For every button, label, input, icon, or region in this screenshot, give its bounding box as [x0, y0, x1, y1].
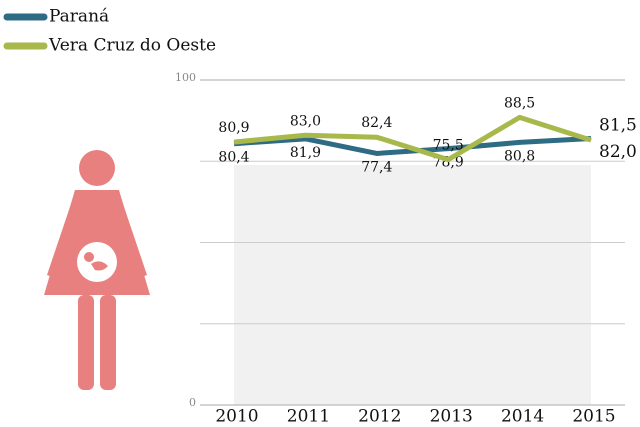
data-label: 82,0 — [599, 142, 637, 162]
data-label: 80,4 — [218, 150, 249, 166]
x-tick-label: 2011 — [287, 407, 330, 427]
series-line — [233, 114, 592, 163]
data-label: 81,5 — [599, 116, 637, 136]
plot-shade — [234, 165, 591, 405]
legend: Paraná Vera Cruz do Oeste — [3, 7, 216, 56]
x-tick-label: 2015 — [572, 407, 615, 427]
x-tick-label: 2013 — [430, 407, 473, 427]
data-label: 77,4 — [361, 159, 392, 175]
data-label: 80,9 — [218, 120, 249, 136]
x-tick-label: 2014 — [501, 407, 544, 427]
y-tick-label: 100 — [175, 71, 196, 84]
data-label: 81,9 — [290, 145, 321, 161]
x-tick-label: 2010 — [215, 407, 258, 427]
data-label: 82,4 — [361, 115, 392, 131]
data-label: 75,5 — [433, 138, 464, 154]
legend-label: Paraná — [49, 7, 109, 27]
female-icon — [44, 150, 150, 390]
data-label: 83,0 — [290, 113, 321, 129]
data-label: 88,5 — [504, 95, 535, 111]
data-label: 80,8 — [504, 148, 535, 164]
y-tick-label: 0 — [189, 396, 196, 409]
legend-label: Vera Cruz do Oeste — [48, 36, 216, 56]
x-tick-label: 2012 — [358, 407, 401, 427]
